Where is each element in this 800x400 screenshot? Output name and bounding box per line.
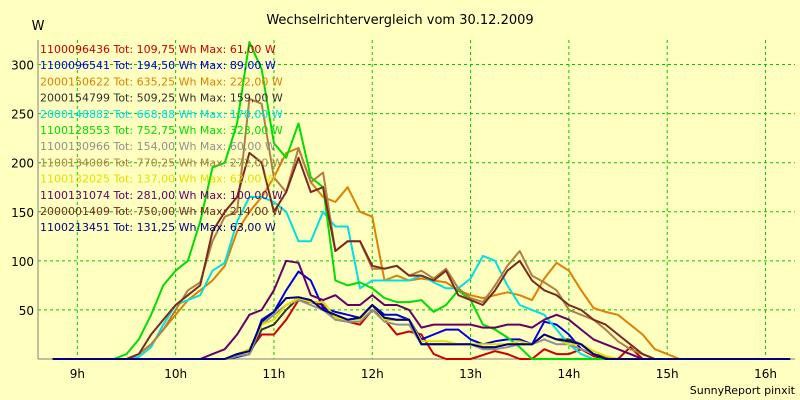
y-tick-label: 250 bbox=[11, 108, 34, 122]
series-line-12 bbox=[52, 296, 791, 360]
x-tick-label: 14h bbox=[557, 367, 580, 381]
legend-entry-8: 1100134006 Tot: 770,25 Wh Max: 272,00 W bbox=[40, 156, 283, 169]
x-tick-label: 10h bbox=[164, 367, 187, 381]
x-tick-label: 9h bbox=[70, 367, 85, 381]
legend-entry-1: 1100096436 Tot: 109,75 Wh Max: 61,00 W bbox=[40, 43, 276, 56]
x-tick-label: 13h bbox=[459, 367, 482, 381]
chart-title: Wechselrichtervergleich vom 30.12.2009 bbox=[266, 13, 533, 28]
series-line-3 bbox=[52, 147, 791, 360]
x-tick-label: 12h bbox=[361, 367, 384, 381]
legend-entry-5: 2000148882 Tot: 668,88 Wh Max: 178,00 W bbox=[40, 108, 283, 121]
x-tick-label: 15h bbox=[656, 367, 679, 381]
legend-entry-12: 1100213451 Tot: 131,25 Wh Max: 63,00 W bbox=[40, 221, 276, 234]
y-axis-unit-label: W bbox=[32, 19, 45, 34]
legend-entry-4: 2000154799 Tot: 509,25 Wh Max: 159,00 W bbox=[40, 92, 283, 105]
y-tick-label: 300 bbox=[11, 59, 34, 73]
legend-entry-6: 1100128553 Tot: 752,75 Wh Max: 323,00 W bbox=[40, 124, 283, 137]
axes: 50 100 150 200 250 300 9h 10h 11h 12h 13h 14h 15h 16h bbox=[11, 40, 795, 381]
y-tick-label: 150 bbox=[11, 206, 34, 220]
x-tick-label: 11h bbox=[263, 367, 286, 381]
y-tick-label: 50 bbox=[19, 304, 34, 318]
legend-entry-9: 1100132025 Tot: 137,00 Wh Max: 62,00 W bbox=[40, 173, 276, 186]
legend-entry-2: 1100096541 Tot: 194,50 Wh Max: 89,00 W bbox=[40, 59, 276, 72]
y-tick-label: 200 bbox=[11, 157, 34, 171]
series-lines bbox=[52, 41, 791, 360]
footer-credit: SunnyReport pinxit bbox=[690, 384, 796, 397]
legend-entry-3: 2000150622 Tot: 635,25 Wh Max: 222,00 W bbox=[40, 75, 283, 88]
y-tick-label: 100 bbox=[11, 255, 34, 269]
x-tick-label: 16h bbox=[754, 367, 777, 381]
legend: 1100096436 Tot: 109,75 Wh Max: 61,00 W 11… bbox=[40, 43, 283, 234]
legend-entry-11: 2000001409 Tot: 750,00 Wh Max: 214,00 W bbox=[40, 205, 283, 218]
legend-entry-10: 1100131074 Tot: 281,00 Wh Max: 100,00 W bbox=[40, 189, 283, 202]
legend-entry-7: 1100130966 Tot: 154,00 Wh Max: 60,00 W bbox=[40, 140, 276, 153]
